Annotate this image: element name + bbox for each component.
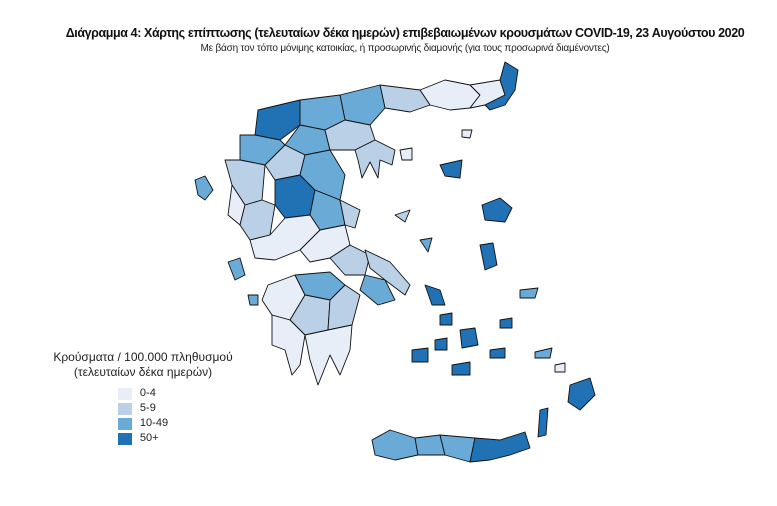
- legend-title: Κρούσματα / 100.000 πληθυσμού: [53, 350, 233, 364]
- region: [554, 362, 566, 373]
- region: [239, 199, 276, 241]
- region: [481, 197, 513, 223]
- region: [371, 429, 419, 461]
- region: [271, 314, 306, 376]
- region: [439, 312, 453, 326]
- legend-swatch: [117, 432, 132, 445]
- region: [227, 257, 246, 281]
- region: [537, 407, 549, 438]
- legend-label: 5-9: [139, 402, 156, 414]
- region: [329, 244, 371, 276]
- region: [469, 431, 531, 463]
- region: [434, 337, 448, 351]
- region: [567, 377, 596, 411]
- region: [519, 287, 539, 299]
- region: [499, 317, 513, 329]
- legend-swatch: [117, 402, 132, 415]
- legend-item: 50+: [117, 431, 168, 446]
- region: [489, 347, 506, 359]
- legend-item: 5-9: [117, 401, 168, 416]
- legend-label: 0-4: [139, 387, 156, 399]
- region: [364, 249, 411, 296]
- legend-label: 10-49: [139, 417, 169, 429]
- region: [247, 294, 259, 306]
- map-header: Διάγραμμα 4: Χάρτης επίπτωσης (τελευταίω…: [40, 26, 770, 55]
- region: [451, 361, 471, 376]
- region: [327, 284, 361, 331]
- legend-label: 50+: [139, 432, 159, 444]
- map-title: Διάγραμμα 4: Χάρτης επίπτωσης (τελευταίω…: [65, 26, 745, 40]
- region: [304, 324, 353, 386]
- region: [411, 347, 429, 363]
- legend-subtitle: (τελευταίων δέκα ημερών): [73, 365, 213, 379]
- legend-swatch: [117, 387, 132, 400]
- legend-item: 10-49: [117, 416, 169, 431]
- region: [439, 434, 476, 463]
- region: [194, 175, 214, 201]
- legend-swatch: [117, 417, 132, 430]
- region: [419, 237, 433, 253]
- region: [439, 159, 463, 179]
- region: [479, 242, 498, 271]
- region: [484, 61, 519, 111]
- map-subtitle: Με βάση τον τόπο μόνιμης κατοικίας, ή πρ…: [200, 43, 610, 54]
- region: [534, 347, 553, 359]
- region: [424, 284, 446, 306]
- region: [339, 84, 386, 126]
- region: [399, 147, 413, 161]
- region: [339, 199, 361, 229]
- region: [359, 274, 396, 306]
- region: [254, 99, 301, 141]
- legend-item: 0-4: [117, 386, 168, 401]
- region: [394, 209, 411, 223]
- region: [354, 139, 396, 179]
- region: [461, 129, 473, 139]
- region: [459, 327, 479, 349]
- legend: Κρούσματα / 100.000 πληθυσμού (τελευταίω…: [28, 350, 258, 449]
